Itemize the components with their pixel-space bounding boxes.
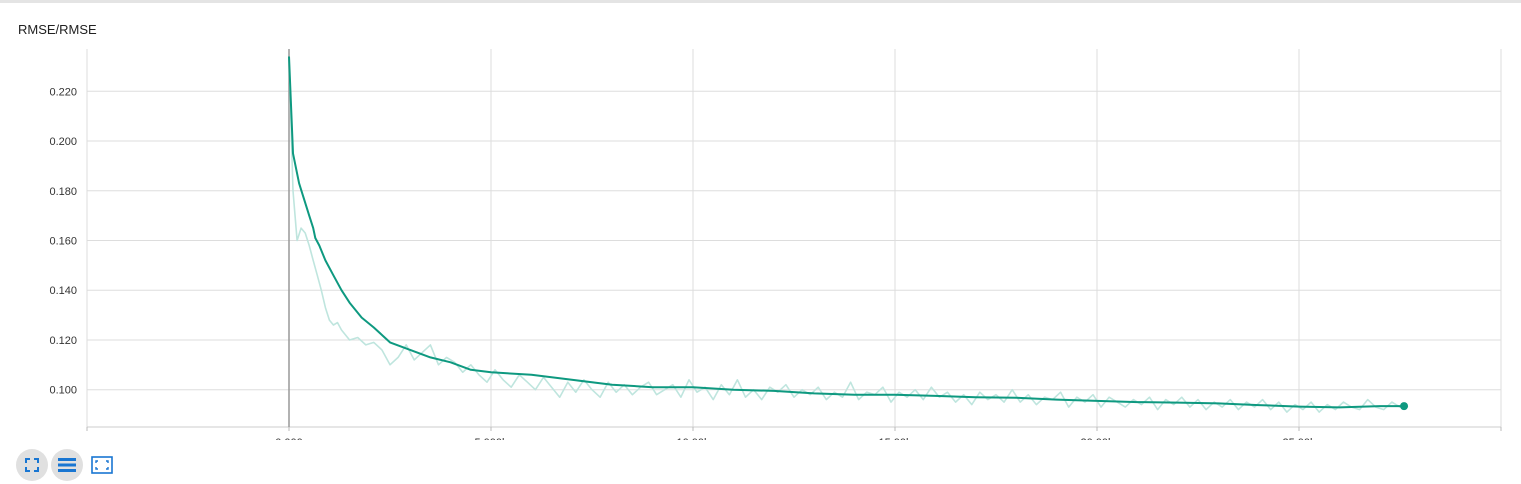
grid-lines xyxy=(86,49,1502,427)
chart-title: RMSE/RMSE xyxy=(18,22,97,37)
expand-chart-button[interactable] xyxy=(86,449,118,481)
raw-series-line xyxy=(288,56,1405,413)
smoothed-series-line xyxy=(288,56,1404,409)
x-tick-label: 20.00k xyxy=(1080,437,1114,440)
y-tick-label: 0.160 xyxy=(49,235,77,247)
y-tick-label: 0.220 xyxy=(49,86,77,98)
lines-icon xyxy=(58,458,76,472)
axes xyxy=(86,49,1502,431)
rmse-line-chart[interactable]: 0.000 5.000k 10.00k 15.00k 20.00k 25.00k 0.100… xyxy=(0,0,1521,440)
chart-toolbar xyxy=(16,449,118,481)
y-tick-label: 0.200 xyxy=(49,136,77,148)
x-tick-label: 10.00k xyxy=(676,437,710,440)
x-tick-label: 0.000 xyxy=(275,437,303,440)
fit-domain-button[interactable] xyxy=(16,449,48,481)
y-tick-label: 0.140 xyxy=(49,285,77,297)
y-tick-label: 0.120 xyxy=(49,335,77,347)
y-tick-label: 0.100 xyxy=(49,385,77,397)
fullscreen-icon xyxy=(25,458,39,472)
series-lines xyxy=(288,56,1409,413)
series-end-point xyxy=(1400,402,1409,411)
x-tick-label: 5.000k xyxy=(474,437,508,440)
toggle-log-scale-button[interactable] xyxy=(51,449,83,481)
x-tick-label: 25.00k xyxy=(1282,437,1316,440)
tick-labels: 0.000 5.000k 10.00k 15.00k 20.00k 25.00k 0.100… xyxy=(49,86,1316,440)
y-tick-label: 0.180 xyxy=(49,186,77,198)
card-top-border xyxy=(0,0,1521,3)
x-tick-label: 15.00k xyxy=(878,437,912,440)
expand-icon xyxy=(91,456,113,474)
